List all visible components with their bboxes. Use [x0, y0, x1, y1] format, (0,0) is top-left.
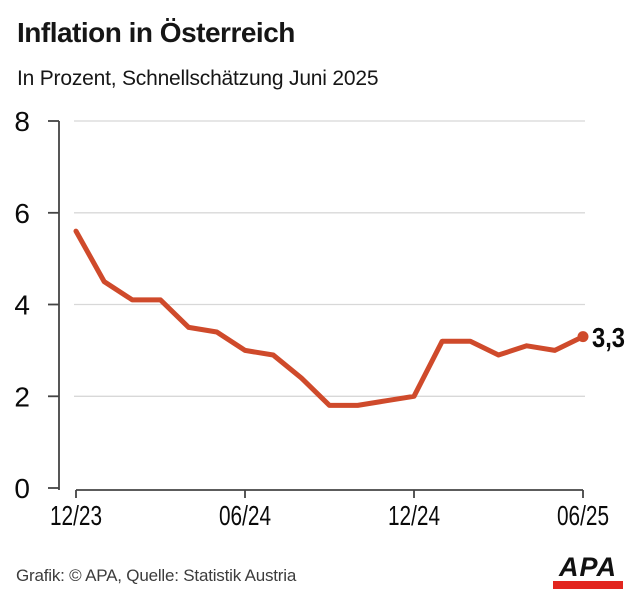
page-title: Inflation in Österreich: [17, 17, 295, 48]
source-credit: Grafik: © APA, Quelle: Statistik Austria: [16, 566, 297, 585]
end-point-dot: [577, 331, 589, 343]
y-tick-label: 0: [14, 473, 30, 504]
apa-logo: APA: [552, 552, 624, 589]
y-tick-label: 4: [14, 290, 30, 321]
y-tick-label: 8: [14, 106, 30, 137]
x-tick-label: 12/24: [388, 500, 440, 531]
x-tick-label: 06/25: [557, 500, 609, 531]
y-tick-label: 2: [14, 381, 30, 412]
apa-logo-text: APA: [558, 552, 617, 582]
x-tick-label: 06/24: [219, 500, 271, 531]
end-value-label: 3,3: [592, 322, 625, 353]
page-subtitle: In Prozent, Schnellschätzung Juni 2025: [17, 67, 379, 90]
inflation-line: [73, 228, 586, 408]
x-tick-label: 12/23: [50, 500, 102, 531]
apa-logo-red-bar: [553, 581, 623, 589]
y-tick-label: 6: [14, 198, 30, 229]
